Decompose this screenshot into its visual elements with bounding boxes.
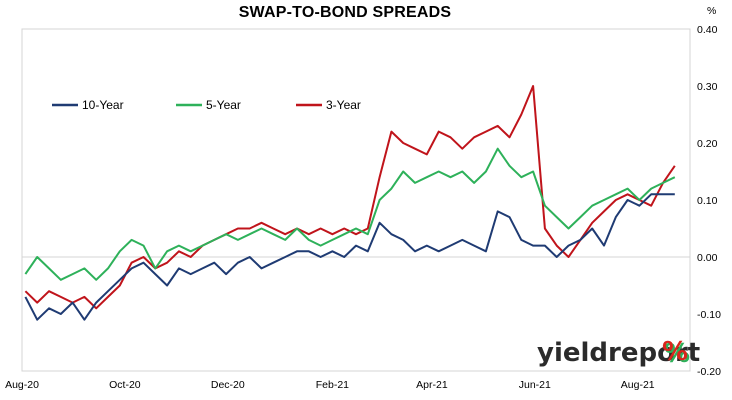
legend: 10-Year 5-Year 3-Year — [52, 98, 361, 112]
series-layer — [24, 85, 676, 321]
y-tick-label: -0.10 — [697, 309, 721, 321]
legend-label-3-year: 3-Year — [326, 98, 361, 112]
plot-area — [21, 28, 691, 372]
y-tick-label: -0.20 — [697, 366, 721, 378]
y-tick-label: 0.40 — [697, 24, 718, 36]
x-tick-label: Aug-21 — [621, 379, 655, 391]
legend-label-10-year: 10-Year — [82, 98, 124, 112]
series-line-3-year — [24, 85, 676, 310]
y-tick-label: 0.00 — [697, 252, 718, 264]
y-tick-label: 0.30 — [697, 81, 718, 93]
x-tick-label: Apr-21 — [416, 379, 448, 391]
x-axis: Aug-20 Oct-20 Dec-20 Feb-21 Apr-21 Jun-21 Aug-… — [5, 379, 655, 391]
plot-border — [21, 28, 691, 372]
x-tick-label: Oct-20 — [109, 379, 141, 391]
x-tick-label: Dec-20 — [211, 379, 245, 391]
x-tick-label: Aug-20 — [5, 379, 39, 391]
y-axis-unit: % — [707, 5, 716, 17]
yieldreport-logo: yieldreport%% — [537, 337, 700, 369]
logo-percent-shadow: % — [664, 339, 690, 369]
x-tick-label: Jun-21 — [519, 379, 551, 391]
series-line-5-year — [24, 147, 676, 281]
x-tick-label: Feb-21 — [316, 379, 349, 391]
legend-label-5-year: 5-Year — [206, 98, 241, 112]
chart-title: SWAP-TO-BOND SPREADS — [238, 4, 452, 21]
series-line-10-year — [24, 193, 675, 321]
y-tick-label: 0.20 — [697, 138, 718, 150]
logo-text: yieldreport — [537, 338, 700, 368]
logo-percent-symbol: % — [662, 337, 688, 367]
y-tick-label: 0.10 — [697, 195, 718, 207]
y-axis: 0.40 0.30 0.20 0.10 0.00 -0.10 -0.20% — [697, 5, 721, 378]
